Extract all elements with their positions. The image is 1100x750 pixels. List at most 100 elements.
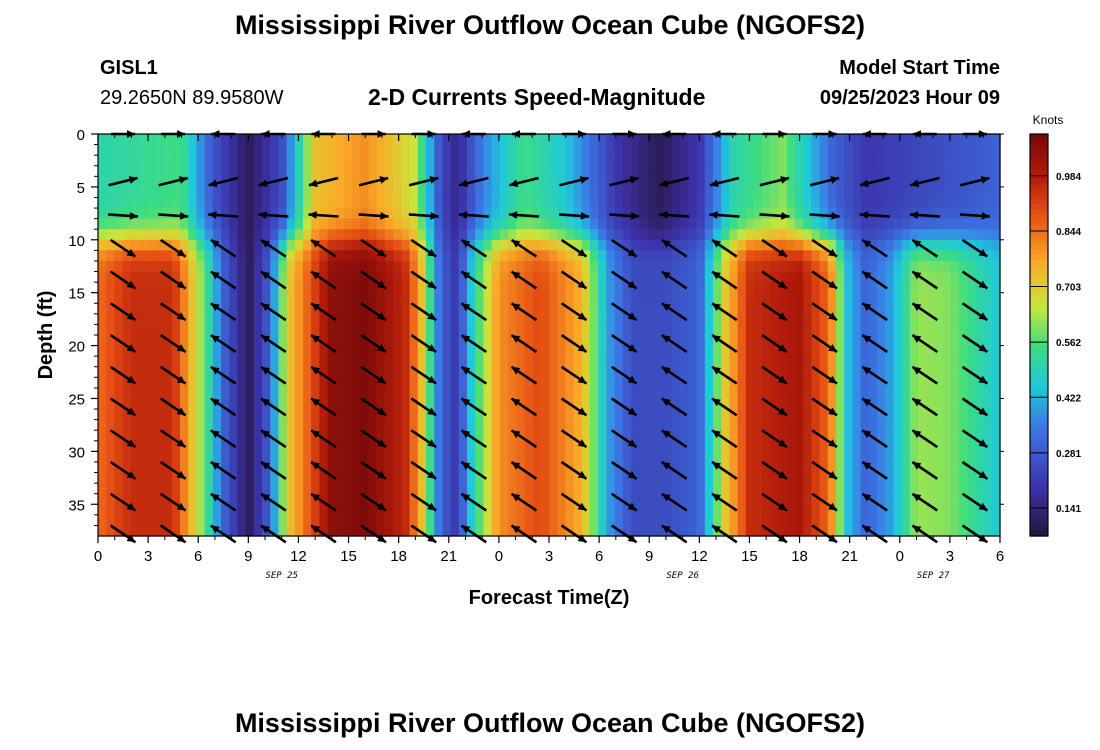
current-vector <box>408 212 439 220</box>
heatmap-cell <box>762 155 771 167</box>
heatmap-cell <box>909 229 919 241</box>
heatmap-cell <box>188 186 197 199</box>
heatmap-cell <box>524 409 534 421</box>
heatmap-cell <box>704 324 714 336</box>
heatmap-cell <box>934 197 944 209</box>
heatmap-cell <box>663 377 673 389</box>
heatmap-cell <box>844 483 853 495</box>
heatmap-cell <box>983 271 993 283</box>
heatmap-cell <box>540 335 550 347</box>
heatmap-cell <box>713 313 722 326</box>
heatmap-cell <box>245 260 255 273</box>
heatmap-cell <box>532 472 542 484</box>
heatmap-cell <box>327 197 337 209</box>
heatmap-cell <box>614 324 624 336</box>
heatmap-cell <box>491 451 501 463</box>
heatmap-cell <box>844 144 853 156</box>
heatmap-cell <box>590 440 599 452</box>
heatmap-cell <box>975 398 985 410</box>
heatmap-cell <box>844 282 853 294</box>
heatmap-cell <box>344 451 353 463</box>
heatmap-cell <box>270 208 279 220</box>
heatmap-cell <box>532 419 542 431</box>
heatmap-cell <box>590 504 599 516</box>
heatmap-cell <box>442 144 452 156</box>
heatmap-cell <box>352 165 361 177</box>
heatmap-cell <box>401 197 411 209</box>
heatmap-cell <box>245 144 255 156</box>
heatmap-cell <box>540 144 550 156</box>
heatmap-cell <box>393 303 402 315</box>
heatmap-cell <box>393 398 402 410</box>
heatmap-cell <box>549 377 558 389</box>
heatmap-cell <box>803 292 812 304</box>
heatmap-cell <box>672 271 681 283</box>
heatmap-cell <box>196 155 206 167</box>
vector-head <box>778 439 787 448</box>
heatmap-cell <box>491 239 501 251</box>
heatmap-cell <box>918 165 927 177</box>
heatmap-cell <box>696 377 706 389</box>
heatmap-cell <box>893 176 903 188</box>
heatmap-cell <box>327 356 337 368</box>
heatmap-cell <box>122 134 132 146</box>
heatmap-cell <box>483 250 493 262</box>
heatmap-cell <box>573 504 583 516</box>
heatmap-cell <box>434 387 443 400</box>
heatmap-cell <box>967 134 976 146</box>
heatmap-cell <box>442 271 452 283</box>
heatmap-cell <box>983 218 993 230</box>
heatmap-cell <box>270 324 279 336</box>
heatmap-cell <box>606 387 616 400</box>
heatmap-cell <box>950 387 960 400</box>
heatmap-cell <box>483 292 493 304</box>
heatmap-cell <box>696 525 706 537</box>
heatmap-cell <box>475 176 484 188</box>
heatmap-cell <box>409 324 419 336</box>
heatmap-cell <box>786 271 796 283</box>
heatmap-cell <box>688 313 698 326</box>
heatmap-cell <box>516 451 525 463</box>
heatmap-cell <box>557 144 566 156</box>
heatmap-cell <box>516 419 525 431</box>
heatmap-cell <box>237 377 247 389</box>
heatmap-cell <box>983 504 993 516</box>
heatmap-cell <box>499 197 509 209</box>
heatmap-cell <box>122 419 132 431</box>
heatmap-cell <box>877 239 886 251</box>
heatmap-cell <box>926 303 935 315</box>
heatmap-cell <box>221 292 230 304</box>
heatmap-cell <box>262 144 271 156</box>
heatmap-cell <box>467 472 476 484</box>
heatmap-cell <box>926 377 935 389</box>
heatmap-cell <box>376 186 386 199</box>
heatmap-cell <box>557 409 566 421</box>
heatmap-cell <box>221 472 230 484</box>
vector-head <box>176 439 186 448</box>
heatmap-cell <box>524 377 534 389</box>
current-vector <box>109 492 137 512</box>
heatmap-cell <box>376 525 386 537</box>
vector-head <box>459 179 469 188</box>
heatmap-cell <box>532 155 542 167</box>
heatmap-cell <box>294 292 304 304</box>
heatmap-cell <box>344 356 353 368</box>
x-tick-label: 12 <box>691 548 708 565</box>
heatmap-cell <box>319 514 329 527</box>
heatmap-cell <box>549 525 558 537</box>
heatmap-cell <box>762 356 771 368</box>
heatmap-cell <box>704 493 714 505</box>
heatmap-cell <box>598 451 607 463</box>
heatmap-cell <box>106 292 115 304</box>
heatmap-cell <box>139 134 148 146</box>
heatmap-cell <box>688 239 698 251</box>
heatmap-cell <box>106 155 115 167</box>
heatmap-cell <box>450 387 460 400</box>
heatmap-cell <box>598 461 607 474</box>
heatmap-cell <box>262 250 271 262</box>
heatmap-cell <box>778 292 788 304</box>
heatmap-cell <box>991 366 1001 378</box>
heatmap-cell <box>458 313 468 326</box>
heatmap-cell <box>171 271 181 283</box>
heatmap-cell <box>901 430 911 442</box>
